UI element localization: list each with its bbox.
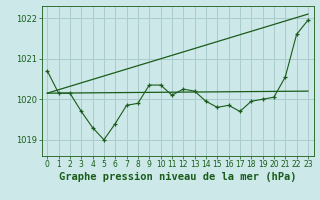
X-axis label: Graphe pression niveau de la mer (hPa): Graphe pression niveau de la mer (hPa) (59, 172, 296, 182)
